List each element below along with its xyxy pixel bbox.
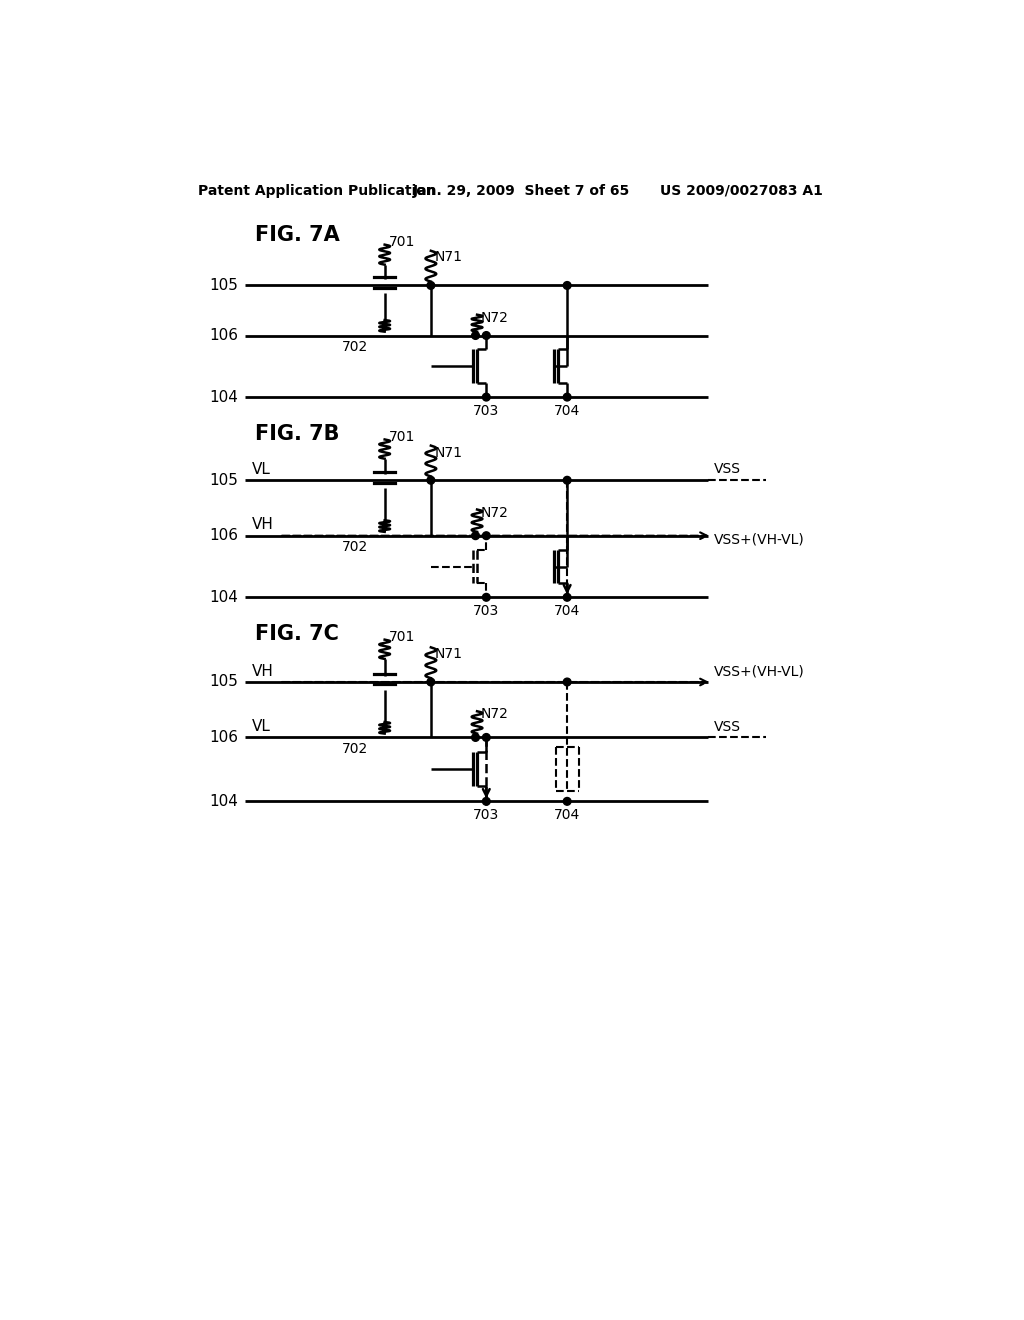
Text: 106: 106 xyxy=(209,528,239,544)
Text: N72: N72 xyxy=(481,708,509,721)
Text: US 2009/0027083 A1: US 2009/0027083 A1 xyxy=(660,183,823,198)
Text: FIG. 7B: FIG. 7B xyxy=(255,424,340,444)
Text: N71: N71 xyxy=(435,249,463,264)
Text: N72: N72 xyxy=(481,506,509,520)
Text: 704: 704 xyxy=(554,404,581,418)
Text: 702: 702 xyxy=(342,742,369,756)
Text: 704: 704 xyxy=(554,808,581,822)
Text: VSS+(VH-VL): VSS+(VH-VL) xyxy=(714,532,805,546)
Text: 701: 701 xyxy=(388,235,415,248)
Circle shape xyxy=(482,393,490,401)
Text: 701: 701 xyxy=(388,430,415,444)
Circle shape xyxy=(472,532,479,540)
Text: VSS+(VH-VL): VSS+(VH-VL) xyxy=(714,664,805,678)
Text: VSS: VSS xyxy=(714,719,741,734)
Circle shape xyxy=(563,797,571,805)
Text: FIG. 7A: FIG. 7A xyxy=(255,226,340,246)
Circle shape xyxy=(427,281,435,289)
Circle shape xyxy=(482,532,490,540)
Text: N71: N71 xyxy=(435,647,463,660)
Circle shape xyxy=(472,734,479,742)
Text: 703: 703 xyxy=(473,605,500,618)
Circle shape xyxy=(482,594,490,601)
Text: 105: 105 xyxy=(210,279,239,293)
Text: 704: 704 xyxy=(554,605,581,618)
Text: 702: 702 xyxy=(342,341,369,354)
Text: 104: 104 xyxy=(210,389,239,405)
Circle shape xyxy=(427,477,435,484)
Text: N72: N72 xyxy=(481,310,509,325)
Circle shape xyxy=(563,281,571,289)
Circle shape xyxy=(427,678,435,686)
Text: 703: 703 xyxy=(473,404,500,418)
Text: Jan. 29, 2009  Sheet 7 of 65: Jan. 29, 2009 Sheet 7 of 65 xyxy=(413,183,631,198)
Text: Patent Application Publication: Patent Application Publication xyxy=(199,183,436,198)
Text: VL: VL xyxy=(252,719,271,734)
Text: 106: 106 xyxy=(209,327,239,343)
Text: 702: 702 xyxy=(342,540,369,554)
Text: 105: 105 xyxy=(210,675,239,689)
Text: VL: VL xyxy=(252,462,271,477)
Circle shape xyxy=(482,734,490,742)
Text: 105: 105 xyxy=(210,473,239,488)
Text: VH: VH xyxy=(252,517,274,532)
Text: 104: 104 xyxy=(210,590,239,605)
Circle shape xyxy=(563,477,571,484)
Text: 703: 703 xyxy=(473,808,500,822)
Circle shape xyxy=(482,797,490,805)
Text: 104: 104 xyxy=(210,793,239,809)
Circle shape xyxy=(482,331,490,339)
Circle shape xyxy=(472,331,479,339)
Circle shape xyxy=(563,594,571,601)
Text: VSS: VSS xyxy=(714,462,741,477)
Text: N71: N71 xyxy=(435,446,463,459)
Text: 701: 701 xyxy=(388,631,415,644)
Circle shape xyxy=(563,393,571,401)
Text: VH: VH xyxy=(252,664,274,678)
Circle shape xyxy=(563,678,571,686)
Text: FIG. 7C: FIG. 7C xyxy=(255,624,339,644)
Text: 106: 106 xyxy=(209,730,239,744)
